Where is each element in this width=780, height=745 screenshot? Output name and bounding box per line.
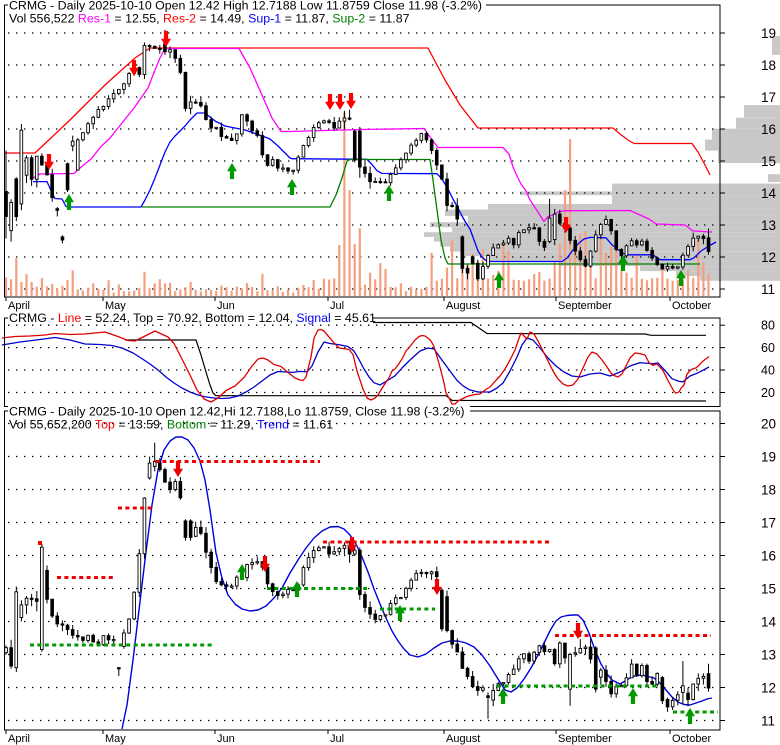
svg-text:May: May — [105, 300, 126, 312]
svg-text:May: May — [105, 733, 126, 745]
svg-text:15: 15 — [761, 154, 776, 169]
svg-text:20: 20 — [761, 417, 776, 432]
svg-text:13: 13 — [761, 218, 776, 233]
svg-text:September: September — [558, 733, 612, 745]
svg-text:April: April — [8, 733, 30, 745]
svg-text:Vol 55,652,200 Top = 13.59, Bo: Vol 55,652,200 Top = 13.59, Bottom = 11.… — [9, 418, 333, 432]
svg-text:18: 18 — [761, 58, 776, 73]
svg-text:October: October — [672, 300, 711, 312]
svg-text:19: 19 — [761, 450, 776, 465]
svg-text:14: 14 — [761, 615, 777, 630]
svg-text:14: 14 — [761, 186, 777, 201]
svg-text:60: 60 — [761, 341, 775, 355]
svg-text:Jul: Jul — [330, 733, 344, 745]
svg-text:CRMG - Daily 2025-10-10 Open 1: CRMG - Daily 2025-10-10 Open 12.42,Hi 12… — [9, 405, 465, 419]
svg-text:11: 11 — [761, 282, 775, 297]
svg-text:Jul: Jul — [330, 300, 344, 312]
svg-text:20: 20 — [761, 386, 775, 400]
svg-text:CRMG - Daily 2025-10-10 Open 1: CRMG - Daily 2025-10-10 Open 12.42 High … — [9, 0, 482, 13]
svg-text:September: September — [558, 300, 612, 312]
svg-text:August: August — [446, 300, 480, 312]
svg-text:April: April — [8, 300, 30, 312]
svg-text:October: October — [672, 733, 711, 745]
svg-text:80: 80 — [761, 319, 775, 333]
svg-text:17: 17 — [761, 90, 776, 105]
svg-text:August: August — [446, 733, 480, 745]
svg-text:12: 12 — [761, 250, 776, 265]
svg-text:13: 13 — [761, 648, 776, 663]
svg-text:17: 17 — [761, 516, 776, 531]
svg-text:16: 16 — [761, 122, 776, 137]
svg-text:CRMG - Line = 52.24, Top = 70.: CRMG - Line = 52.24, Top = 70.92, Bottom… — [9, 311, 376, 325]
svg-text:Jun: Jun — [217, 300, 235, 312]
svg-text:11: 11 — [761, 714, 775, 729]
svg-text:40: 40 — [761, 364, 775, 378]
svg-text:12: 12 — [761, 681, 776, 696]
svg-text:18: 18 — [761, 483, 776, 498]
svg-text:16: 16 — [761, 549, 776, 564]
svg-text:15: 15 — [761, 582, 776, 597]
svg-text:Jun: Jun — [217, 733, 235, 745]
svg-text:19: 19 — [761, 26, 776, 41]
svg-text:Vol 556,522 Res-1 = 12.55, Res: Vol 556,522 Res-1 = 12.55, Res-2 = 14.49… — [9, 12, 410, 26]
